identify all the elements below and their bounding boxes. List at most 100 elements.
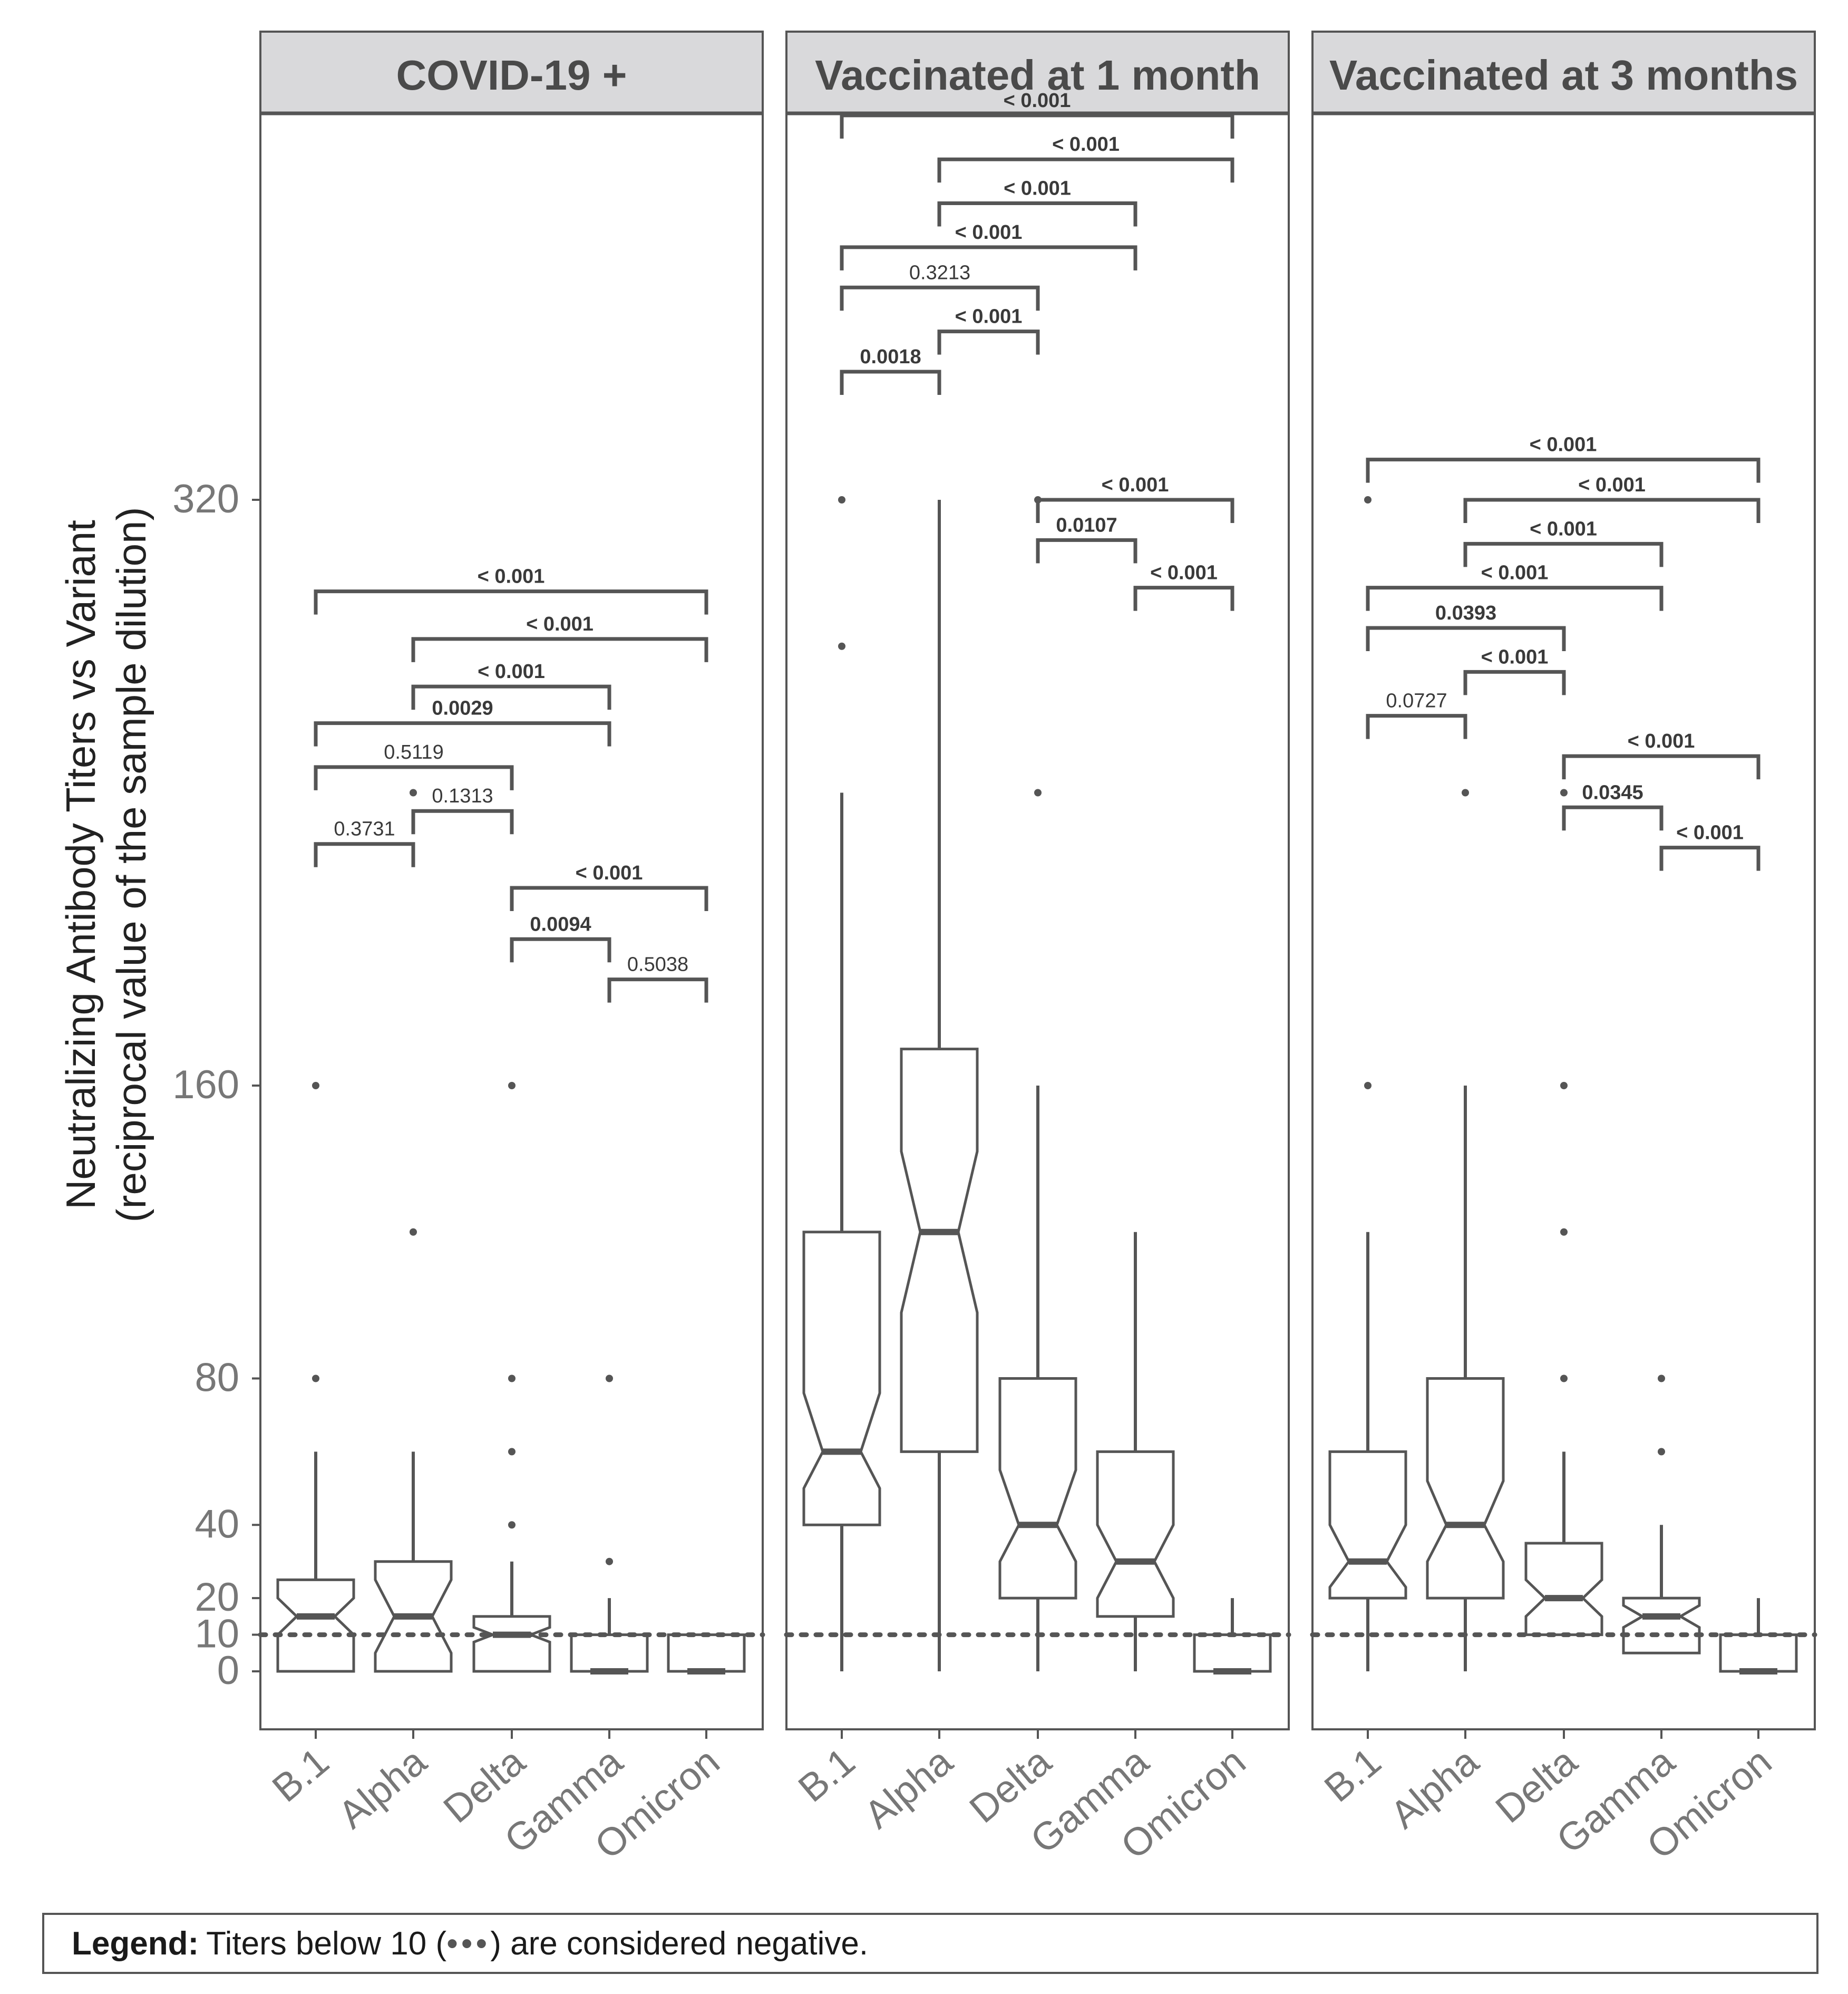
comparison-bracket: 0.0107: [1036, 514, 1137, 564]
bracket-line: [1463, 498, 1761, 523]
bracket-line: [1366, 626, 1566, 652]
p-value-label: 0.0029: [432, 698, 493, 720]
p-value-label: 0.0018: [860, 346, 921, 368]
bracket-line: [510, 886, 708, 912]
x-tick-label: Alpha: [1382, 1739, 1487, 1837]
comparison-bracket: < 0.001: [1659, 822, 1761, 871]
p-value-label: 0.1313: [432, 785, 493, 807]
comparison-bracket: < 0.001: [510, 862, 708, 912]
bracket-line: [314, 589, 708, 615]
comparison-bracket: 0.0094: [510, 913, 611, 963]
box-b-1: [1328, 496, 1407, 1671]
bracket-line: [840, 285, 1040, 311]
legend-label: Legend:: [72, 1925, 199, 1962]
comparison-bracket: < 0.001: [1366, 434, 1761, 483]
box-body: [802, 1231, 881, 1526]
panel-frame: [259, 112, 764, 1730]
outlier-point: [1462, 789, 1469, 797]
p-value-label: < 0.001: [576, 862, 643, 884]
box-alpha: [900, 500, 979, 1671]
p-value-label: < 0.001: [1004, 90, 1071, 112]
comparison-bracket: < 0.001: [840, 90, 1234, 139]
outlier-point: [508, 1521, 516, 1529]
y-tick-label: 80: [194, 1356, 239, 1400]
comparison-bracket: < 0.001: [937, 306, 1040, 355]
bracket-line: [1562, 754, 1761, 780]
outlier-point: [508, 1082, 516, 1089]
legend-text-after: ) are considered negative.: [490, 1925, 869, 1962]
comparison-bracket: 0.5119: [314, 741, 514, 790]
comparison-bracket: 0.1313: [411, 785, 514, 835]
p-value-label: 0.0727: [1386, 690, 1447, 712]
legend-text-before: Titers below 10 (: [206, 1925, 447, 1962]
panel-strip: [1311, 31, 1816, 114]
outlier-point: [1560, 1082, 1568, 1089]
comparison-bracket: < 0.001: [840, 221, 1137, 270]
bracket-line: [411, 637, 708, 662]
outlier-point: [606, 1374, 613, 1382]
comparison-bracket: < 0.001: [411, 613, 708, 662]
box-body: [667, 1633, 746, 1673]
panel-title: Vaccinated at 3 months: [1329, 52, 1798, 99]
bracket-line: [840, 370, 941, 395]
outlier-point: [312, 1374, 319, 1382]
y-tick-label: 10: [194, 1612, 239, 1657]
y-tick-label: 160: [172, 1062, 239, 1107]
box-alpha: [1426, 789, 1505, 1671]
bracket-line: [937, 330, 1040, 355]
box-gamma: [1096, 1232, 1175, 1671]
comparison-bracket: 0.0018: [840, 346, 941, 395]
outlier-point: [1034, 789, 1042, 797]
comparison-bracket: < 0.001: [411, 661, 611, 710]
box-delta: [472, 1082, 551, 1673]
outlier-point: [838, 642, 845, 650]
bracket-line: [1036, 498, 1234, 523]
box-body: [570, 1633, 649, 1673]
comparison-bracket: < 0.001: [1366, 562, 1664, 611]
box-body: [1622, 1596, 1701, 1654]
outlier-point: [1364, 496, 1372, 504]
p-value-label: < 0.001: [955, 306, 1023, 328]
p-value-label: < 0.001: [1481, 562, 1549, 584]
bracket-line: [840, 113, 1234, 139]
comparison-bracket: < 0.001: [1133, 562, 1234, 611]
comparison-bracket: 0.3731: [314, 818, 415, 867]
p-value-label: < 0.001: [1530, 518, 1597, 540]
box-delta: [1524, 789, 1603, 1637]
outlier-point: [410, 789, 417, 797]
p-value-label: 0.0393: [1435, 602, 1496, 624]
p-value-label: 0.0345: [1582, 781, 1643, 804]
box-body: [1328, 1450, 1407, 1600]
bracket-line: [1133, 586, 1234, 611]
p-value-label: < 0.001: [1481, 646, 1549, 668]
p-value-label: 0.3731: [334, 818, 395, 840]
y-tick-label: 0: [217, 1648, 239, 1693]
bracket-line: [411, 684, 611, 710]
outlier-point: [1560, 1228, 1568, 1236]
x-tick-label: Alpha: [856, 1739, 961, 1837]
panel-strip: [259, 31, 764, 114]
box-body: [1096, 1450, 1175, 1618]
bracket-line: [937, 201, 1137, 227]
bracket-line: [840, 245, 1137, 270]
p-value-label: 0.0107: [1056, 514, 1117, 536]
x-tick-label: Alpha: [330, 1739, 435, 1837]
box-delta: [998, 496, 1077, 1671]
box-body: [472, 1615, 551, 1673]
bracket-line: [314, 842, 415, 867]
p-value-label: < 0.001: [1676, 822, 1744, 844]
legend: Legend: Titers below 10 ( ••• ) are cons…: [42, 1913, 1818, 1974]
box-body: [1719, 1633, 1798, 1673]
comparison-bracket: 0.0029: [314, 698, 611, 747]
y-axis-label-secondary: (reciprocal value of the sample dilution…: [108, 507, 154, 1222]
p-value-label: < 0.001: [1052, 133, 1120, 156]
y-axis-label-group: Neutralizing Antibody Titers vs Variant(…: [57, 507, 154, 1222]
box-body: [998, 1377, 1077, 1600]
p-value-label: < 0.001: [526, 613, 594, 635]
p-value-label: 0.5119: [384, 741, 443, 763]
bracket-line: [1562, 805, 1664, 831]
